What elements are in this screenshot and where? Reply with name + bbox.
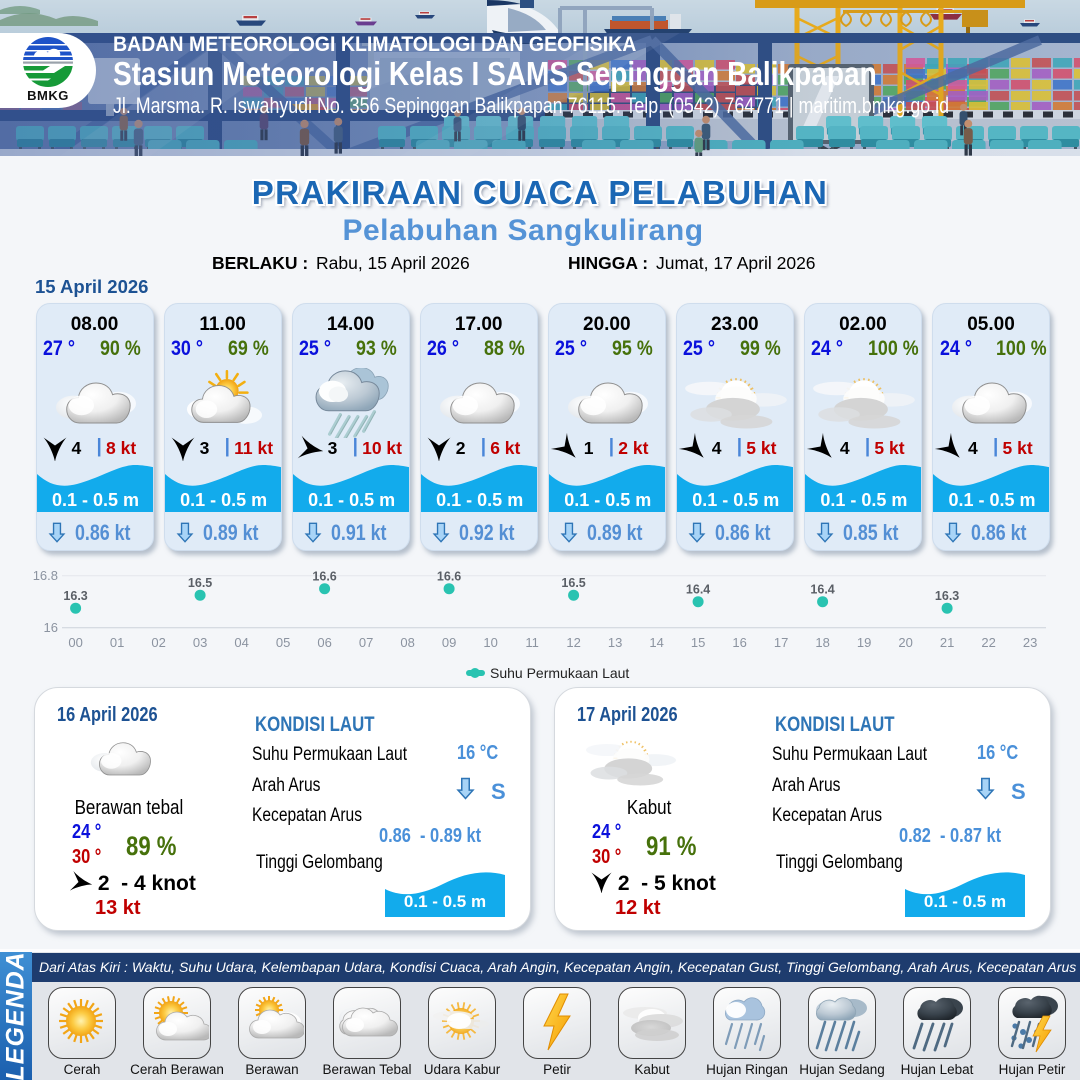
svg-text:19: 19 xyxy=(857,635,871,650)
svg-text:17: 17 xyxy=(774,635,788,650)
svg-text:12: 12 xyxy=(566,635,580,650)
svg-text:01: 01 xyxy=(110,635,124,650)
svg-text:03: 03 xyxy=(193,635,207,650)
svg-text:10: 10 xyxy=(483,635,497,650)
svg-text:15: 15 xyxy=(691,635,705,650)
svg-text:09: 09 xyxy=(442,635,456,650)
svg-text:16.5: 16.5 xyxy=(561,576,585,590)
svg-text:02: 02 xyxy=(151,635,165,650)
svg-text:08: 08 xyxy=(400,635,414,650)
svg-text:22: 22 xyxy=(981,635,995,650)
svg-text:16.6: 16.6 xyxy=(312,570,336,584)
svg-text:16.6: 16.6 xyxy=(437,570,461,584)
svg-text:06: 06 xyxy=(317,635,331,650)
svg-text:20: 20 xyxy=(898,635,912,650)
svg-text:11: 11 xyxy=(525,635,539,650)
svg-text:16.4: 16.4 xyxy=(810,583,834,597)
svg-text:16: 16 xyxy=(44,620,58,635)
svg-text:13: 13 xyxy=(608,635,622,650)
svg-text:16.5: 16.5 xyxy=(188,576,212,590)
svg-text:00: 00 xyxy=(68,635,82,650)
svg-text:16.3: 16.3 xyxy=(63,589,87,603)
svg-text:07: 07 xyxy=(359,635,373,650)
svg-text:Suhu Permukaan Laut: Suhu Permukaan Laut xyxy=(490,665,629,681)
svg-text:21: 21 xyxy=(940,635,954,650)
svg-text:16: 16 xyxy=(732,635,746,650)
svg-text:18: 18 xyxy=(815,635,829,650)
svg-text:14: 14 xyxy=(649,635,663,650)
svg-text:16.8: 16.8 xyxy=(33,568,58,583)
svg-text:16.4: 16.4 xyxy=(686,583,710,597)
svg-text:04: 04 xyxy=(234,635,248,650)
svg-text:23: 23 xyxy=(1023,635,1037,650)
svg-text:16.3: 16.3 xyxy=(935,589,959,603)
svg-text:05: 05 xyxy=(276,635,290,650)
